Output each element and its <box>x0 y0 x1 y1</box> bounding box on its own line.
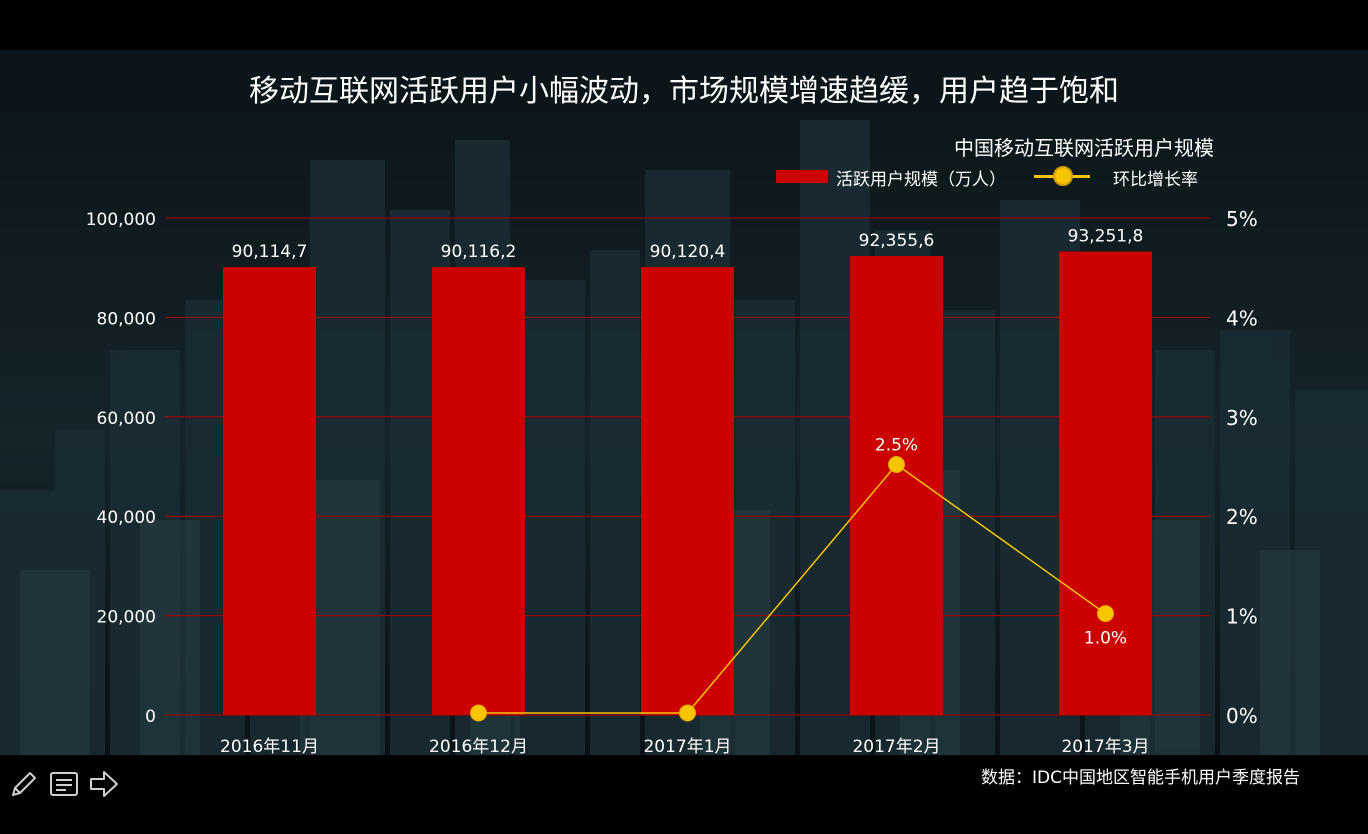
arrow-right-icon[interactable] <box>86 766 122 802</box>
growth-value-label: 2.5% <box>875 436 918 456</box>
x-axis-labels: 2016年11月 2016年12月 2017年1月 2017年2月 2017年3月 <box>220 737 1150 757</box>
bar-value-label: 90,114,7 <box>232 242 308 262</box>
growth-point <box>470 704 487 722</box>
left-axis-ticks: 0 20,000 40,000 60,000 80,000 100,000 <box>86 210 156 727</box>
left-axis-tick-label: 0 <box>145 707 156 727</box>
left-axis-tick-label: 60,000 <box>97 409 156 429</box>
right-axis-tick-label: 2% <box>1226 505 1258 529</box>
right-axis-ticks: 0% 1% 2% 3% 4% 5% <box>1226 207 1258 728</box>
growth-point <box>679 704 696 722</box>
bar-value-label: 90,120,4 <box>650 242 726 262</box>
x-axis-label: 2017年1月 <box>643 737 731 757</box>
bar-series <box>223 251 1152 715</box>
x-axis-label: 2016年12月 <box>429 737 528 757</box>
bar <box>1059 251 1152 715</box>
chart-title: 移动互联网活跃用户小幅波动，市场规模增速趋缓，用户趋于饱和 <box>249 74 1119 109</box>
bar <box>432 267 525 715</box>
x-axis-label: 2017年3月 <box>1061 737 1149 757</box>
growth-line-series: 2.5% 1.0% <box>470 436 1127 722</box>
legend-bar-label: 活跃用户规模（万人） <box>836 170 1006 190</box>
source-note: 数据：IDC中国地区智能手机用户季度报告 <box>981 768 1300 788</box>
x-axis-label: 2017年2月 <box>852 737 940 757</box>
bar-value-labels: 90,114,7 90,116,2 90,120,4 92,355,6 93,251,8 <box>232 227 1144 263</box>
notes-icon[interactable] <box>46 766 82 802</box>
legend-line-marker <box>1053 166 1073 186</box>
growth-point <box>888 456 905 473</box>
right-axis-tick-label: 0% <box>1226 704 1258 728</box>
growth-point <box>1097 605 1114 623</box>
legend-line-label: 环比增长率 <box>1113 170 1198 190</box>
right-axis-tick-label: 5% <box>1226 207 1258 231</box>
legend-bar-swatch <box>776 170 828 183</box>
left-axis-tick-label: 40,000 <box>97 508 156 528</box>
right-axis-tick-label: 4% <box>1226 306 1258 330</box>
left-axis-tick-label: 20,000 <box>97 608 156 628</box>
x-axis-label: 2016年11月 <box>220 737 319 757</box>
bar <box>850 255 943 715</box>
legend-title: 中国移动互联网活跃用户规模 <box>954 136 1214 160</box>
left-axis-tick-label: 100,000 <box>86 210 156 230</box>
right-axis-tick-label: 3% <box>1226 406 1258 430</box>
growth-line <box>478 463 1106 714</box>
bar-value-label: 90,116,2 <box>441 242 517 262</box>
bar-value-label: 93,251,8 <box>1068 227 1144 247</box>
pencil-icon[interactable] <box>6 766 42 802</box>
growth-value-label: 1.0% <box>1084 629 1127 649</box>
left-axis-tick-label: 80,000 <box>97 309 156 329</box>
bar <box>223 267 316 715</box>
bar <box>641 267 734 715</box>
bar-value-label: 92,355,6 <box>859 231 935 251</box>
right-axis-tick-label: 1% <box>1226 605 1258 629</box>
